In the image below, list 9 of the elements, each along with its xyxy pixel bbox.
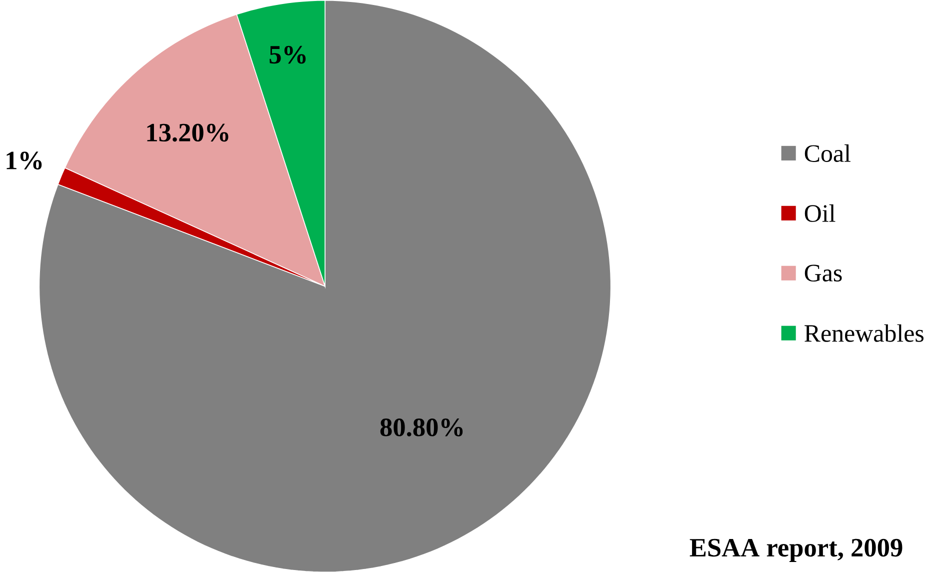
legend-label: Oil	[804, 204, 836, 222]
data-label: 80.80%	[380, 418, 463, 436]
legend-label: Gas	[804, 264, 842, 282]
data-label: 1%	[6, 151, 42, 170]
legend-label: Coal	[804, 144, 850, 162]
data-label: 5%	[270, 46, 306, 64]
legend-label: Renewables	[804, 324, 924, 342]
data-label: 13.20%	[147, 124, 228, 142]
text: ESAA report, 2009	[690, 538, 902, 562]
